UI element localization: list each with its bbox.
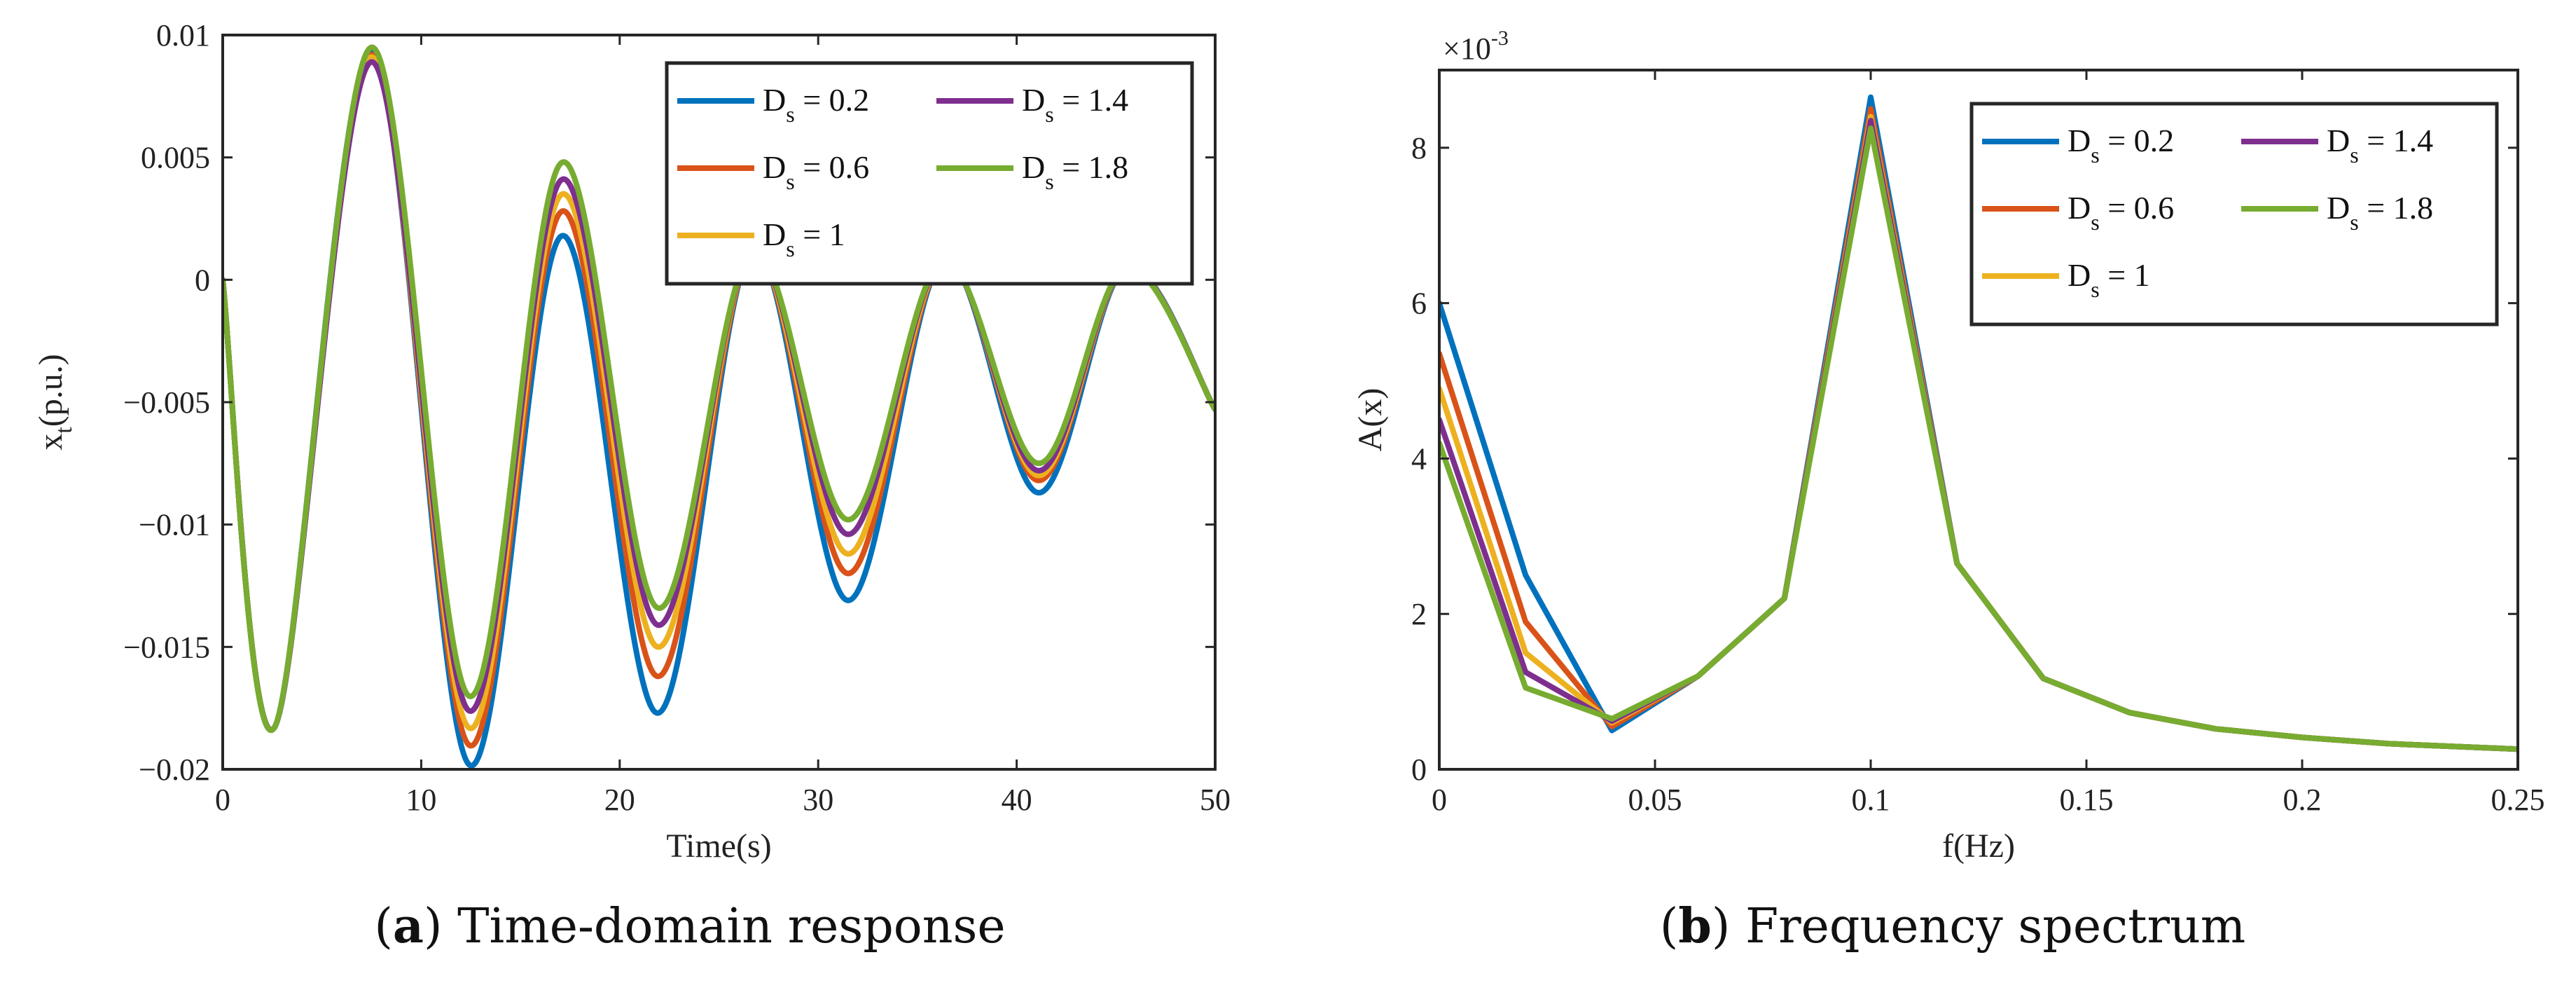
legend-main: D bbox=[763, 149, 786, 185]
legend-value: = 0.2 bbox=[2100, 123, 2174, 158]
x-tick-label: 0.2 bbox=[2283, 783, 2322, 817]
y-multiplier-exponent: -3 bbox=[1491, 27, 1509, 50]
legend-value: = 1.8 bbox=[1054, 149, 1128, 185]
legend-value: = 0.6 bbox=[795, 149, 869, 185]
x-tick-label: 20 bbox=[604, 783, 635, 817]
legend-sub: s bbox=[2091, 142, 2099, 167]
series-line-5 bbox=[223, 44, 1215, 734]
caption-open: ( bbox=[374, 899, 393, 954]
legend-value: = 0.6 bbox=[2100, 190, 2174, 226]
y-axis-label-sub: t bbox=[51, 427, 77, 434]
legend-value: = 1.4 bbox=[1054, 82, 1128, 118]
legend-label: Ds = 1.8 bbox=[1022, 149, 1128, 194]
x-tick-label: 50 bbox=[1200, 783, 1231, 817]
y-axis-label: A(x) bbox=[1352, 388, 1389, 452]
legend-label: Ds = 1 bbox=[763, 216, 845, 261]
legend-sub: s bbox=[786, 102, 794, 127]
y-tick-label: 4 bbox=[1411, 441, 1427, 476]
legend-main: D bbox=[1022, 82, 1045, 118]
y-tick-label: 0.005 bbox=[141, 141, 210, 175]
y-tick-label: −0.005 bbox=[123, 385, 210, 420]
caption-text: Frequency spectrum bbox=[1745, 899, 2245, 954]
caption-letter: a bbox=[393, 898, 424, 954]
legend-sub: s bbox=[786, 236, 794, 261]
y-tick-label: −0.02 bbox=[139, 752, 210, 787]
y-multiplier-base: ×10 bbox=[1443, 32, 1491, 66]
y-tick-label: 6 bbox=[1411, 287, 1427, 321]
legend-main: D bbox=[2327, 190, 2350, 226]
series-line-5 bbox=[1439, 125, 2518, 752]
y-axis-label: xt(p.u.) bbox=[32, 354, 77, 450]
legend-label: Ds = 0.6 bbox=[2068, 190, 2174, 235]
legend-main: D bbox=[2327, 123, 2350, 158]
legend-sub: s bbox=[2350, 209, 2358, 235]
y-tick-label: 2 bbox=[1411, 597, 1427, 631]
legend: Ds = 0.2 Ds = 1.4Ds = 0.6 Ds = 1.8Ds = 1 bbox=[665, 61, 1194, 286]
series-group bbox=[223, 44, 1215, 769]
x-tick-label: 0 bbox=[1432, 783, 1447, 817]
axes-box bbox=[1438, 69, 2519, 771]
legend-label: Ds = 1.8 bbox=[2327, 190, 2433, 235]
y-axis-label-unit: (p.u.) bbox=[32, 354, 69, 427]
legend-sub: s bbox=[1045, 169, 1053, 194]
legend-main: D bbox=[763, 82, 786, 118]
legend-sub: s bbox=[1045, 102, 1053, 127]
legend-main: D bbox=[2068, 257, 2091, 293]
legend-main: D bbox=[1022, 149, 1045, 185]
x-tick-label: 0.25 bbox=[2491, 783, 2545, 817]
series-group bbox=[1439, 94, 2518, 752]
legend: Ds = 0.2 Ds = 1.4Ds = 0.6 Ds = 1.8Ds = 1 bbox=[1969, 102, 2499, 326]
x-tick-label: 0.05 bbox=[1628, 783, 1682, 817]
y-tick-label: 0 bbox=[195, 263, 210, 297]
legend-sub: s bbox=[2350, 142, 2358, 167]
legend-main: D bbox=[2068, 190, 2091, 226]
legend-box bbox=[665, 61, 1194, 286]
panel-caption: (a) Time-domain response bbox=[374, 898, 1005, 954]
caption-close: ) bbox=[1712, 899, 1745, 954]
y-tick-label: 0.01 bbox=[156, 18, 210, 53]
legend-main: D bbox=[763, 216, 786, 252]
caption-text: Time-domain response bbox=[457, 899, 1006, 954]
frequency-spectrum-chart: 0 0.05 0.1 0.15 0.2 0.25 0 2 4 6 8 ×10-3 f(Hz) A(x) Ds… bbox=[1352, 27, 2545, 954]
legend-value: = 1 bbox=[2100, 257, 2150, 293]
x-tick-label: 40 bbox=[1002, 783, 1032, 817]
x-tick-label: 0.15 bbox=[2060, 783, 2114, 817]
y-axis-label-main: x bbox=[32, 434, 69, 451]
legend-sub: s bbox=[2091, 277, 2099, 302]
legend-main: D bbox=[2068, 123, 2091, 158]
y-tick-label: −0.01 bbox=[139, 508, 210, 542]
legend-value: = 1.8 bbox=[2359, 190, 2433, 226]
legend-value: = 1 bbox=[795, 216, 845, 252]
legend-label: Ds = 0.2 bbox=[763, 82, 869, 127]
y-tick-label: 0 bbox=[1411, 752, 1427, 787]
legend-label: Ds = 1.4 bbox=[1022, 82, 1128, 127]
time-domain-chart: 0 10 20 30 40 50 −0.02 −0.015 −0.01 −0.005 0 0.005 0… bbox=[32, 18, 1231, 954]
legend-label: Ds = 0.6 bbox=[763, 149, 869, 194]
x-tick-label: 0.1 bbox=[1852, 783, 1890, 817]
x-tick-label: 10 bbox=[406, 783, 436, 817]
y-multiplier-label: ×10-3 bbox=[1443, 27, 1509, 66]
legend-label: Ds = 1 bbox=[2068, 257, 2150, 302]
legend-value: = 1.4 bbox=[2359, 123, 2433, 158]
legend-label: Ds = 0.2 bbox=[2068, 123, 2174, 167]
legend-value: = 0.2 bbox=[795, 82, 869, 118]
y-tick-label: −0.015 bbox=[123, 630, 210, 664]
y-tick-label: 8 bbox=[1411, 131, 1427, 165]
panel-caption: (b) Frequency spectrum bbox=[1660, 898, 2246, 954]
x-tick-label: 0 bbox=[215, 783, 230, 817]
caption-letter: b bbox=[1678, 898, 1712, 954]
legend-label: Ds = 1.4 bbox=[2327, 123, 2433, 167]
caption-open: ( bbox=[1660, 899, 1679, 954]
legend-sub: s bbox=[786, 169, 794, 194]
caption-close: ) bbox=[424, 899, 457, 954]
x-axis-label: Time(s) bbox=[666, 827, 771, 865]
x-axis-label: f(Hz) bbox=[1942, 827, 2015, 865]
x-tick-label: 30 bbox=[803, 783, 833, 817]
legend-sub: s bbox=[2091, 209, 2099, 235]
